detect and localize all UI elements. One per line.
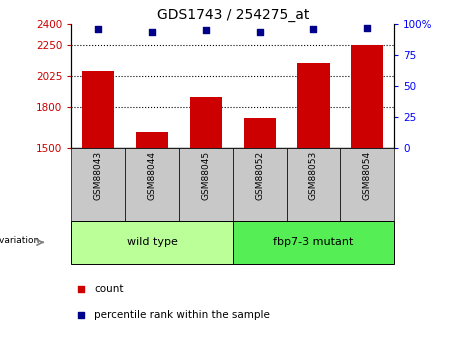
Text: fbp7-3 mutant: fbp7-3 mutant [273,237,354,247]
Text: GSM88043: GSM88043 [94,150,103,200]
Bar [243,118,276,148]
Point [95,26,102,32]
Point [364,25,371,31]
Point [310,26,317,32]
Text: GSM88045: GSM88045 [201,150,210,200]
Text: genotype/variation: genotype/variation [0,236,39,245]
Text: count: count [94,284,124,294]
Title: GDS1743 / 254275_at: GDS1743 / 254275_at [157,8,309,22]
Text: percentile rank within the sample: percentile rank within the sample [94,310,270,320]
Point [256,29,263,34]
Bar [233,148,287,221]
Bar [340,148,394,221]
Point [77,286,85,292]
Text: GSM88044: GSM88044 [148,150,157,199]
Bar [71,221,233,264]
Bar [287,148,340,221]
Bar [71,148,125,221]
Point [77,312,85,317]
Text: GSM88054: GSM88054 [363,150,372,200]
Bar [82,71,114,148]
Text: GSM88053: GSM88053 [309,150,318,200]
Bar [136,132,168,148]
Point [202,28,210,33]
Text: GSM88052: GSM88052 [255,150,264,200]
Text: wild type: wild type [127,237,177,247]
Bar [233,221,394,264]
Bar [351,45,384,148]
Bar [297,63,330,148]
Bar [190,97,222,148]
Point [148,29,156,34]
Bar [125,148,179,221]
Bar [179,148,233,221]
